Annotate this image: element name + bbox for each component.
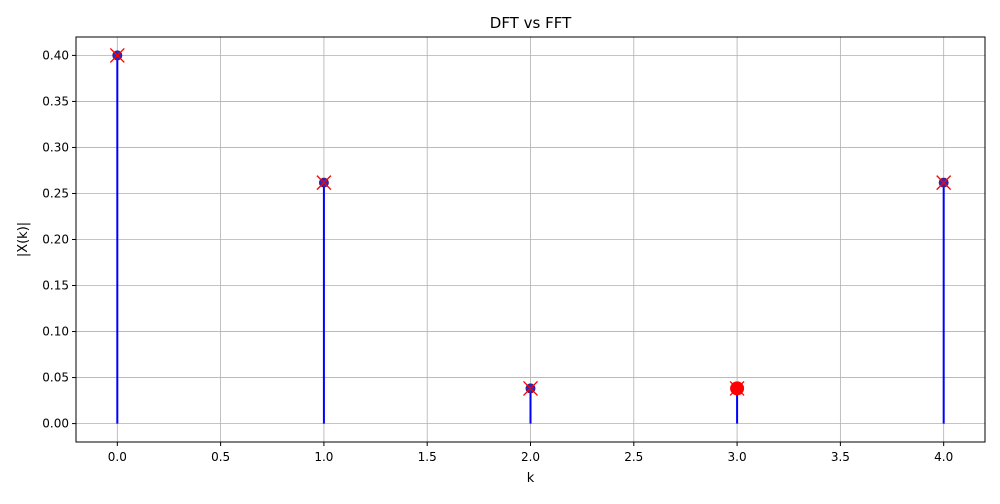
x-tick-label: 4.0 — [934, 450, 953, 464]
x-tick-label: 1.0 — [314, 450, 333, 464]
y-tick-label: 0.40 — [42, 48, 69, 62]
x-tick-label: 3.0 — [728, 450, 747, 464]
x-tick-label: 2.0 — [521, 450, 540, 464]
x-tick-label: 1.5 — [418, 450, 437, 464]
x-tick-label: 0.0 — [108, 450, 127, 464]
x-tick-label: 0.5 — [211, 450, 230, 464]
grid — [76, 37, 985, 442]
x-marker — [316, 175, 332, 191]
x-marker — [729, 380, 745, 396]
x-marker — [109, 47, 125, 63]
y-tick-label: 0.05 — [42, 371, 69, 385]
y-tick-label: 0.30 — [42, 140, 69, 154]
x-tick-label: 2.5 — [624, 450, 643, 464]
y-tick-label: 0.15 — [42, 279, 69, 293]
x-axis-label: k — [527, 471, 535, 486]
axes-ticks: 0.0 0.5 1.0 1.5 2.0 2.5 3.0 3.5 4.0 0.00 0.05 0.10 0… — [42, 48, 953, 464]
y-axis-label: |X(k)| — [16, 222, 31, 257]
x-marker — [936, 175, 952, 191]
y-tick-label: 0.10 — [42, 325, 69, 339]
x-tick-label: 3.5 — [831, 450, 850, 464]
y-tick-label: 0.00 — [42, 417, 69, 431]
x-marker — [523, 380, 538, 396]
plot-data — [109, 47, 952, 424]
y-tick-label: 0.35 — [42, 94, 69, 108]
chart-title: DFT vs FFT — [490, 14, 572, 32]
y-tick-label: 0.20 — [42, 233, 69, 247]
y-tick-label: 0.25 — [42, 186, 69, 200]
